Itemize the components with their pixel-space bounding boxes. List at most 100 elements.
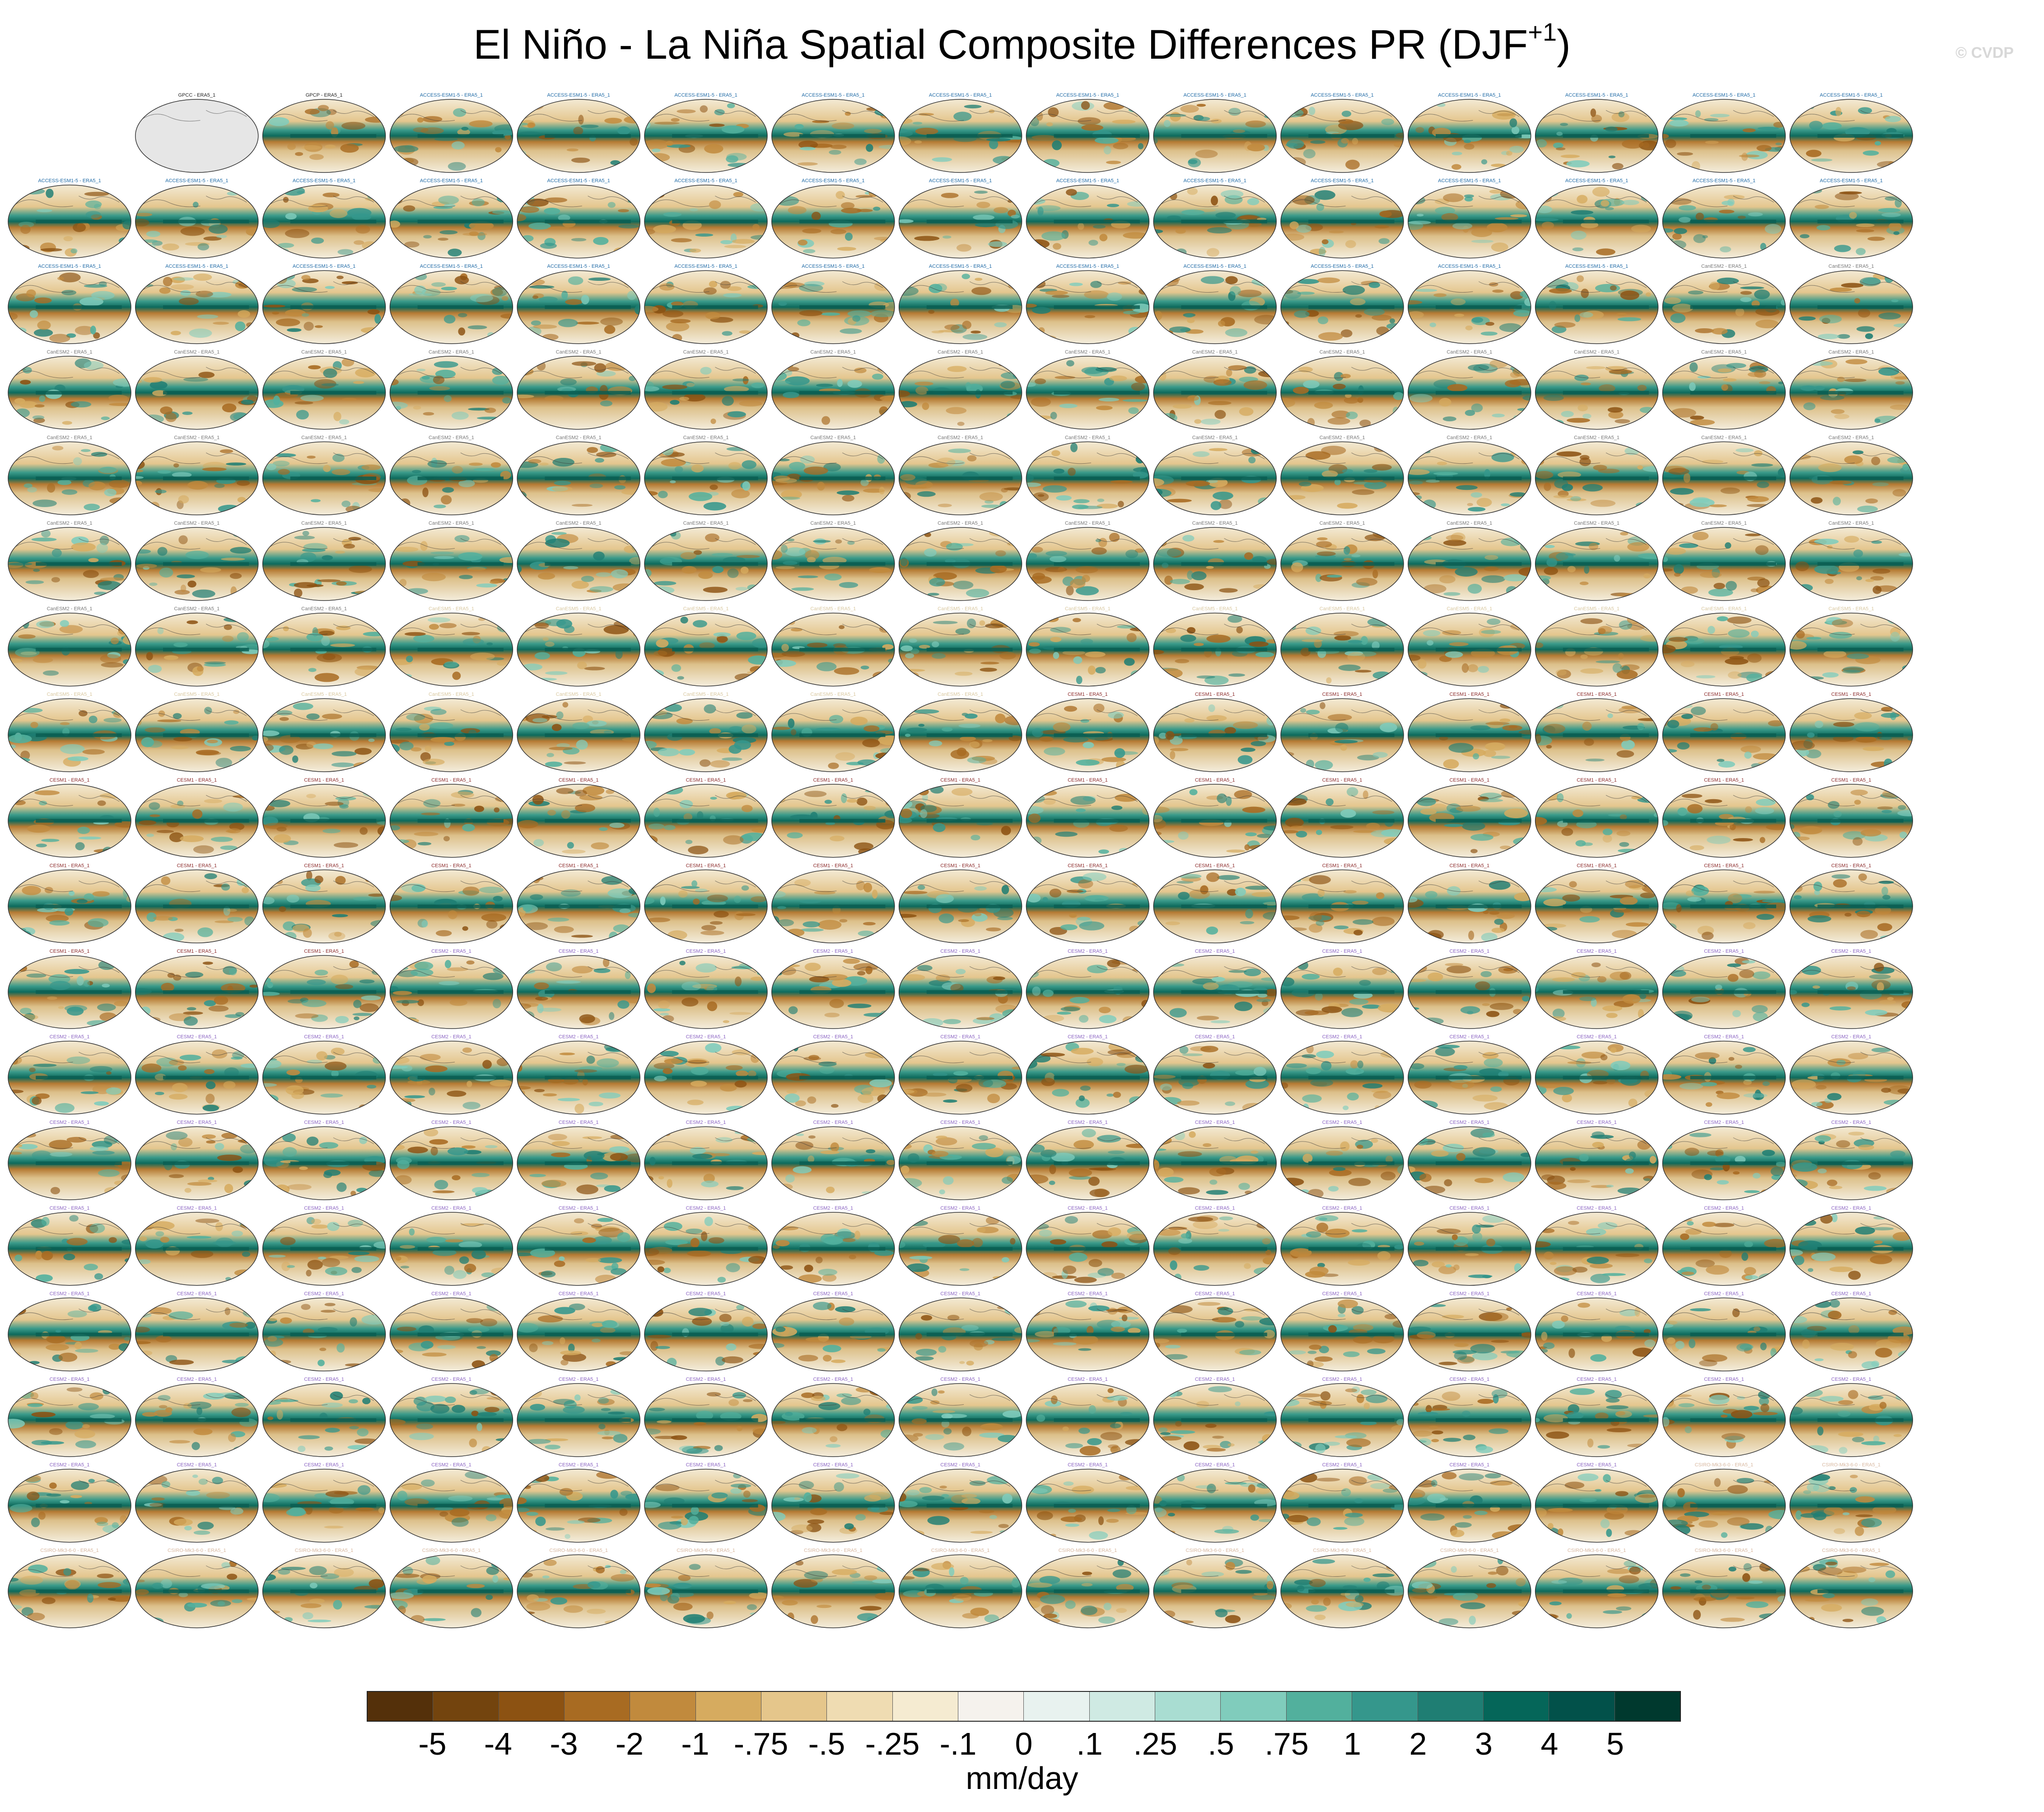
map-outline [1662,1554,1786,1628]
map-outline [898,441,1022,516]
map-outline [1535,784,1659,858]
map-outline [898,1126,1022,1200]
map-panel: CanESM5 - ERA5_1 [771,692,895,772]
map-panel: CESM2 - ERA5_1 [389,1291,513,1372]
map-outline [1789,784,1913,858]
map-panel: CESM2 - ERA5_1 [517,1120,640,1200]
panel-label: CESM2 - ERA5_1 [1195,1291,1235,1296]
map-panel: CESM2 - ERA5_1 [1153,1377,1277,1457]
map-panel: CESM2 - ERA5_1 [1153,1034,1277,1115]
map-panel: CanESM5 - ERA5_1 [389,692,513,772]
map-outline [135,1126,259,1200]
panel-label: CESM2 - ERA5_1 [1577,1377,1617,1382]
panel-label: CESM2 - ERA5_1 [1449,1377,1489,1382]
map-outline [262,1554,386,1628]
map-panel: CESM2 - ERA5_1 [1789,1377,1913,1457]
map-panel: ACCESS-ESM1-5 - ERA5_1 [1153,264,1277,344]
map-outline [1408,698,1531,772]
map-panel: CSIRO-Mk3-6-0 - ERA5_1 [1280,1548,1404,1628]
map-outline [262,784,386,858]
map-outline [8,1212,131,1286]
map-outline [771,784,895,858]
panel-label: ACCESS-ESM1-5 - ERA5_1 [1184,178,1246,184]
map-panel: CESM2 - ERA5_1 [1026,1206,1150,1286]
map-outline [1662,1040,1786,1115]
map-panel: CESM1 - ERA5_1 [1026,692,1150,772]
panel-label: ACCESS-ESM1-5 - ERA5_1 [929,93,992,98]
map-panel: CanESM2 - ERA5_1 [1789,435,1913,516]
panel-label: CanESM5 - ERA5_1 [1447,606,1492,612]
map-outline [389,869,513,944]
map-panel: CESM2 - ERA5_1 [1789,1034,1913,1115]
map-panel: CESM2 - ERA5_1 [898,1034,1022,1115]
panel-label: CESM2 - ERA5_1 [1068,1206,1108,1211]
map-panel: ACCESS-ESM1-5 - ERA5_1 [644,178,768,259]
map-outline [1280,698,1404,772]
map-outline [771,184,895,259]
map-panel: CSIRO-Mk3-6-0 - ERA5_1 [1662,1463,1786,1543]
map-panel: CanESM2 - ERA5_1 [389,349,513,430]
map-panel: ACCESS-ESM1-5 - ERA5_1 [771,178,895,259]
map-panel: CESM1 - ERA5_1 [1789,778,1913,858]
panel-label: CanESM5 - ERA5_1 [683,692,729,697]
map-panel: CanESM2 - ERA5_1 [898,521,1022,601]
panel-label: CESM1 - ERA5_1 [1322,692,1363,697]
map-panel: CESM2 - ERA5_1 [1662,1291,1786,1372]
panel-label: CESM2 - ERA5_1 [1068,949,1108,954]
map-panel: CESM1 - ERA5_1 [1280,692,1404,772]
map-panel: CESM2 - ERA5_1 [1535,1377,1659,1457]
panel-label: CESM1 - ERA5_1 [1449,863,1489,868]
map-outline [1280,99,1404,173]
map-outline [389,356,513,430]
map-outline [1662,441,1786,516]
map-outline [389,1383,513,1457]
panel-label: CanESM2 - ERA5_1 [556,349,602,355]
panel-label: CESM1 - ERA5_1 [1831,778,1871,783]
colorbar-box [1483,1692,1549,1721]
colorbar-box [1615,1692,1680,1721]
map-outline [1789,1040,1913,1115]
map-panel: CESM2 - ERA5_1 [389,1463,513,1543]
panel-label: CESM2 - ERA5_1 [1577,1463,1617,1468]
panel-label: ACCESS-ESM1-5 - ERA5_1 [1056,93,1119,98]
colorbar-tick-label: -.1 [939,1726,977,1761]
map-outline [1153,612,1277,687]
colorbar-tick-label: 2 [1409,1726,1427,1761]
panel-label: CESM2 - ERA5_1 [177,1377,217,1382]
map-outline [1662,99,1786,173]
map-outline [1280,1297,1404,1372]
colorbar-box [892,1692,959,1721]
map-panel: ACCESS-ESM1-5 - ERA5_1 [1026,264,1150,344]
map-outline [644,784,768,858]
colorbar-box [1024,1692,1090,1721]
map-outline [1026,1040,1150,1115]
panel-label: CanESM2 - ERA5_1 [174,435,219,440]
map-outline [262,356,386,430]
panel-label: CanESM2 - ERA5_1 [47,606,93,612]
map-outline [1153,869,1277,944]
panel-label: CESM2 - ERA5_1 [1831,1377,1871,1382]
map-outline [1789,1212,1913,1286]
panel-label: CESM1 - ERA5_1 [1577,778,1617,783]
map-panel: CESM1 - ERA5_1 [135,949,259,1029]
map-outline [1535,1297,1659,1372]
map-outline [517,1212,640,1286]
panel-label: CanESM2 - ERA5_1 [47,521,93,526]
map-panel: ACCESS-ESM1-5 - ERA5_1 [1026,93,1150,173]
map-outline [262,955,386,1029]
panel-label: CESM1 - ERA5_1 [1195,778,1235,783]
map-outline [898,527,1022,601]
map-outline [644,1383,768,1457]
map-outline [1662,1126,1786,1200]
panel-label: CanESM2 - ERA5_1 [47,435,93,440]
panel-label: CESM2 - ERA5_1 [304,1377,344,1382]
map-panel: CESM2 - ERA5_1 [898,1377,1022,1457]
map-panel: ACCESS-ESM1-5 - ERA5_1 [644,264,768,344]
map-outline [1535,1212,1659,1286]
panel-label: CESM2 - ERA5_1 [940,949,980,954]
map-outline [644,441,768,516]
panel-label: CanESM2 - ERA5_1 [1447,349,1492,355]
map-outline [1662,784,1786,858]
map-outline [1789,869,1913,944]
map-outline [771,270,895,344]
